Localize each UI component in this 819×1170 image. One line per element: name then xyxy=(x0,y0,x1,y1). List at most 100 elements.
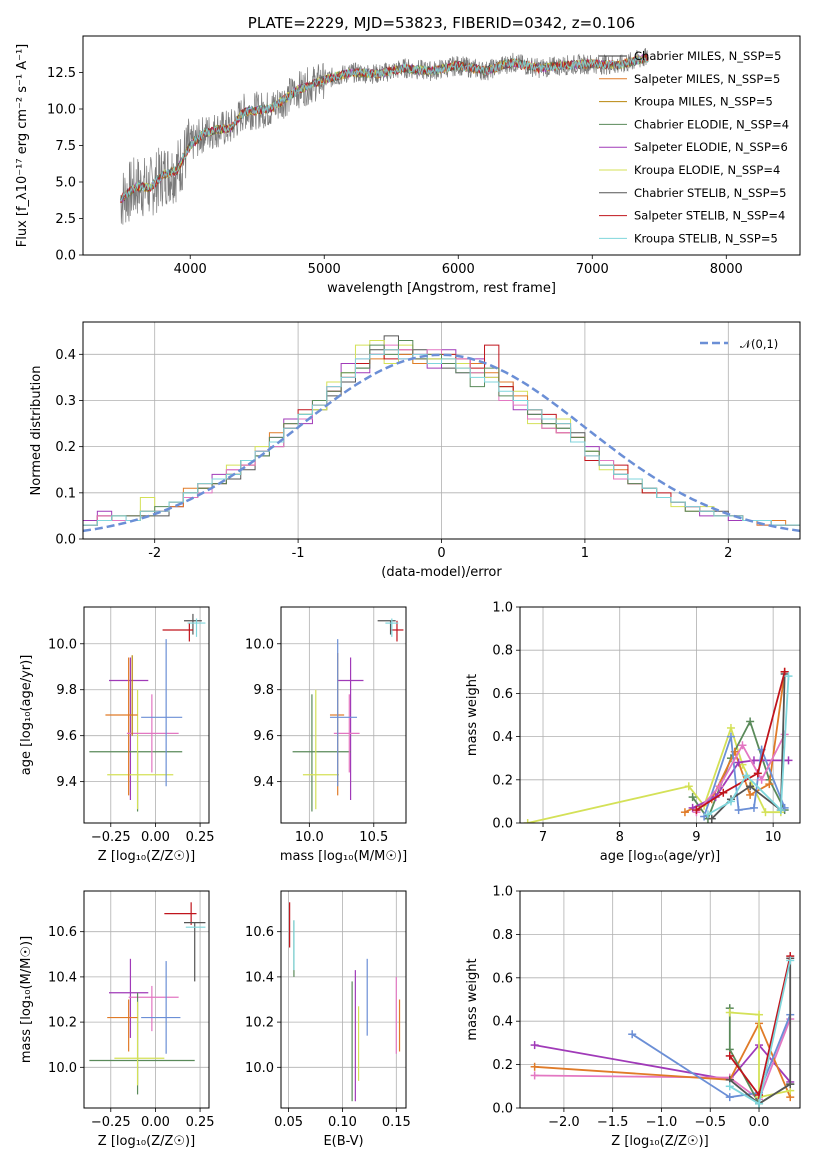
error-bar-point xyxy=(89,992,195,1095)
x-tick-label: 0 xyxy=(437,546,445,561)
y-axis-label: mass weight xyxy=(465,958,480,1040)
plot-area xyxy=(523,667,793,823)
plus-marker xyxy=(692,806,701,815)
x-tick-label: −1.0 xyxy=(646,1115,678,1130)
error-bar-point xyxy=(187,618,206,637)
axes-frame xyxy=(82,321,801,540)
plus-marker xyxy=(530,1041,539,1050)
error-bar-point xyxy=(292,694,351,812)
chart-title: PLATE=2229, MJD=53823, FIBERID=0342, z=0… xyxy=(248,14,635,32)
y-tick-label: 0.2 xyxy=(492,1058,513,1073)
plot-area xyxy=(89,613,206,812)
x-tick-label: 5000 xyxy=(308,262,341,277)
legend-entry-label: Kroupa ELODIE, N_SSP=4 xyxy=(634,163,780,177)
plus-marker xyxy=(719,788,728,797)
plot-area xyxy=(289,902,401,1102)
plus-marker xyxy=(746,790,755,799)
x-tick-label: -1 xyxy=(292,546,305,561)
error-bar-point xyxy=(329,639,358,787)
plus-marker xyxy=(684,782,693,791)
mass-weight-line xyxy=(534,1018,792,1101)
axes-frame xyxy=(83,606,210,824)
plot-area xyxy=(89,902,206,1095)
x-tick-label: −0.5 xyxy=(694,1115,726,1130)
axes-frame xyxy=(280,890,407,1109)
x-tick-label: 0.00 xyxy=(141,830,170,845)
x-axis-label: Z [log₁₀(Z/Z☉)] xyxy=(98,1134,195,1149)
x-tick-label: 0.0 xyxy=(749,1115,770,1130)
plus-marker xyxy=(726,797,735,806)
y-tick-label: 10.6 xyxy=(48,925,77,940)
error-bar-point xyxy=(109,958,149,1038)
plus-marker xyxy=(703,810,712,819)
model-spectrum-line xyxy=(120,53,649,204)
x-axis-label: mass [log₁₀(M/M☉)] xyxy=(280,849,407,864)
model-spectrum-line xyxy=(120,56,649,204)
error-bar-point xyxy=(141,639,183,787)
grid-lines xyxy=(281,607,406,823)
axes-frame xyxy=(519,606,801,824)
y-tick-label: 0.6 xyxy=(492,971,513,986)
plus-marker xyxy=(688,793,697,802)
y-tick-label: 10.6 xyxy=(245,925,274,940)
y-tick-label: 0.1 xyxy=(55,486,76,501)
error-bar-point xyxy=(114,1001,165,1086)
plus-marker xyxy=(628,1030,637,1039)
x-tick-label: 0.05 xyxy=(274,1115,303,1130)
age-vs-metallicity-panel: −0.25 0.00 0.25 9.4 9.6 9.8 10.0 Z [log₁₀(Z/Z☉)… xyxy=(19,606,215,864)
plus-marker xyxy=(734,806,743,815)
legend-entry-label: Kroupa MILES, N_SSP=5 xyxy=(634,95,773,109)
x-tick-label: 9 xyxy=(692,830,700,845)
y-tick-label: 10.4 xyxy=(48,970,77,985)
x-axis-label: Z [log₁₀(Z/Z☉)] xyxy=(98,849,195,864)
y-tick-label: 0.4 xyxy=(55,348,76,363)
plus-marker xyxy=(707,814,716,823)
error-bar-point xyxy=(390,620,404,642)
legend-entry-label: Chabrier STELIB, N_SSP=5 xyxy=(634,186,786,200)
x-axis-label: E(B-V) xyxy=(323,1134,363,1149)
plus-marker xyxy=(765,780,774,789)
error-bar-point xyxy=(107,689,174,810)
x-tick-label: 0.00 xyxy=(141,1115,170,1130)
legend-entry-label: Salpeter STELIB, N_SSP=4 xyxy=(634,209,785,223)
plus-marker xyxy=(786,956,795,965)
plus-marker xyxy=(725,1051,734,1060)
plot-area xyxy=(83,335,800,539)
x-tick-label: −0.25 xyxy=(91,830,131,845)
y-tick-label: 10.0 xyxy=(48,1061,77,1076)
x-tick-label: 7 xyxy=(539,830,547,845)
plus-marker xyxy=(726,723,735,732)
plus-marker xyxy=(749,803,758,812)
axes-frame xyxy=(519,890,801,1109)
y-tick-label: 10.2 xyxy=(245,1016,274,1031)
x-tick-label: 0.15 xyxy=(382,1115,411,1130)
grid-lines xyxy=(84,607,209,823)
plus-marker xyxy=(784,672,793,681)
x-tick-label: −0.25 xyxy=(91,1115,131,1130)
legend-entry-label: Chabrier ELODIE, N_SSP=4 xyxy=(634,117,789,131)
spectrum-panel: 4000 5000 6000 7000 8000 0.0 2.5 5.0 7.5 10.0 12.5… xyxy=(15,14,801,296)
y-tick-label: 9.4 xyxy=(56,775,77,790)
mass-weight-line xyxy=(695,671,786,811)
y-tick-label: 0.8 xyxy=(492,928,513,943)
y-tick-label: 0.4 xyxy=(492,1015,513,1030)
error-bar-point xyxy=(184,613,202,635)
x-tick-label: 2 xyxy=(724,546,732,561)
plus-marker xyxy=(680,808,689,817)
mass-weight-line xyxy=(631,1014,792,1099)
error-bar-point xyxy=(329,652,345,796)
y-tick-label: 0.4 xyxy=(492,730,513,745)
x-tick-label: −1.5 xyxy=(597,1115,629,1130)
axes-frame xyxy=(82,35,801,256)
x-tick-label: 10.5 xyxy=(359,830,388,845)
y-tick-label: 10.4 xyxy=(245,970,274,985)
y-tick-label: 10.0 xyxy=(48,637,77,652)
legend-entry-label: Salpeter MILES, N_SSP=5 xyxy=(634,72,780,86)
x-tick-label: 0.25 xyxy=(186,830,215,845)
plus-marker xyxy=(530,1062,539,1071)
residual-histogram-panel: -2 -1 0 1 2 0.0 0.1 0.2 0.3 0.4 (data-model)/error… xyxy=(29,321,801,580)
massweight-vs-metallicity-panel: −2.0 −1.5 −1.0 −0.5 0.0 0.0 0.2 0.4 0.6 0.8 1.0 Z [… xyxy=(465,885,801,1149)
y-tick-label: 1.0 xyxy=(492,885,513,900)
plot-area xyxy=(292,618,404,812)
